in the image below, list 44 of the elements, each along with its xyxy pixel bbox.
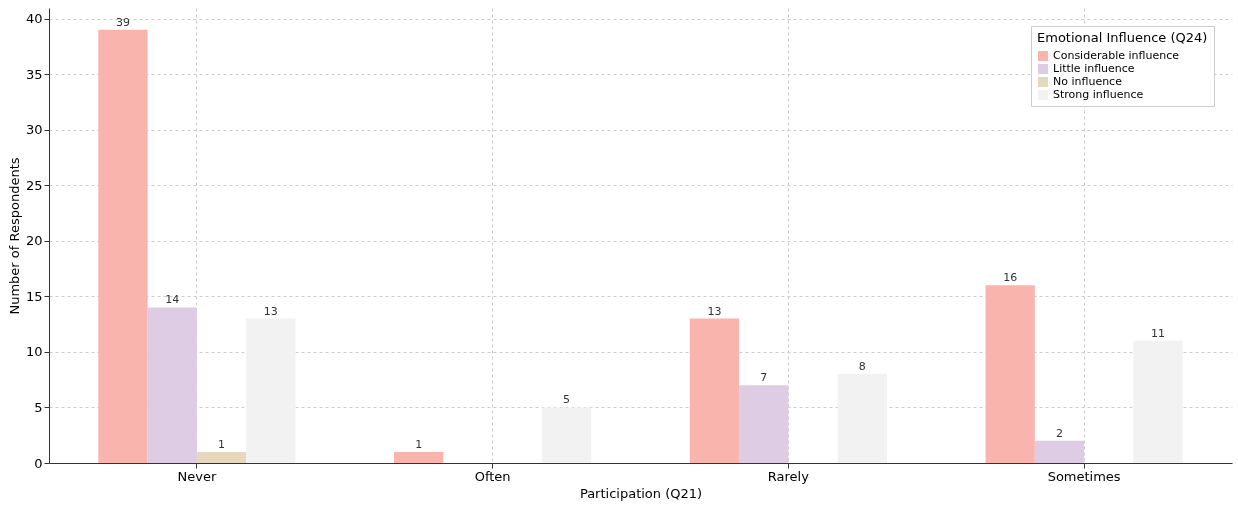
legend-label: Strong influence bbox=[1053, 88, 1144, 101]
data-label: 14 bbox=[165, 293, 180, 307]
bar bbox=[394, 451, 444, 463]
y-tick-label: 30 bbox=[25, 122, 43, 138]
bar bbox=[689, 318, 740, 463]
x-tick-label: Never bbox=[177, 468, 217, 484]
legend-label: Little influence bbox=[1053, 62, 1135, 75]
y-tick-label: 35 bbox=[25, 66, 43, 82]
legend-title: Emotional Influence (Q24) bbox=[1037, 30, 1208, 45]
x-tick-label: Often bbox=[474, 468, 511, 484]
data-label: 1 bbox=[218, 437, 226, 451]
y-tick-label: 15 bbox=[25, 288, 43, 304]
data-label: 7 bbox=[760, 371, 768, 385]
y-tick-label: 25 bbox=[25, 177, 43, 193]
x-axis-title: Participation (Q21) bbox=[579, 485, 703, 501]
data-label: 13 bbox=[263, 304, 278, 318]
data-label: 39 bbox=[115, 15, 130, 29]
y-axis-title: Number of Respondents bbox=[6, 157, 22, 315]
data-label: 5 bbox=[563, 393, 571, 407]
bar bbox=[1034, 440, 1085, 463]
y-tick-label: 5 bbox=[34, 399, 43, 415]
legend-label: No influence bbox=[1053, 75, 1123, 88]
y-tick-label: 10 bbox=[25, 344, 43, 360]
y-tick-label: 20 bbox=[25, 233, 43, 249]
x-tick-label: Sometimes bbox=[1047, 468, 1121, 484]
bar bbox=[1133, 340, 1183, 463]
y-tick-label: 0 bbox=[34, 455, 43, 471]
bar bbox=[147, 307, 197, 463]
x-tick-label: Rarely bbox=[767, 468, 810, 484]
bar bbox=[196, 451, 247, 463]
bar bbox=[98, 29, 148, 463]
bar bbox=[541, 407, 592, 463]
bar bbox=[739, 385, 789, 463]
data-label: 11 bbox=[1151, 326, 1166, 340]
data-label: 2 bbox=[1055, 426, 1063, 440]
data-label: 1 bbox=[415, 437, 423, 451]
data-label: 8 bbox=[858, 360, 866, 374]
data-label: 13 bbox=[707, 304, 722, 318]
bar bbox=[985, 285, 1035, 463]
y-tick-label: 40 bbox=[25, 11, 43, 27]
data-label: 16 bbox=[1003, 271, 1018, 285]
bar bbox=[246, 318, 296, 463]
legend-label: Considerable influence bbox=[1053, 49, 1180, 62]
bar bbox=[837, 374, 887, 463]
